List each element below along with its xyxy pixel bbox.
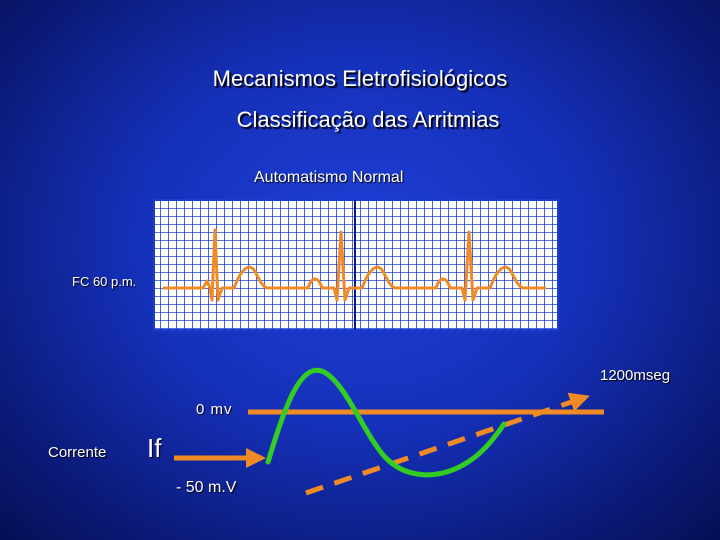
current-label: Corrente [48, 444, 107, 461]
heart-rate-label: FC 60 p.m. [72, 274, 137, 289]
time-label: 1200mseg [600, 367, 671, 384]
action-potential-curve [265, 367, 507, 478]
zero-mv-label: 0 mv [196, 401, 233, 418]
slide-title-line2: Classificação das Arritmias [236, 107, 500, 132]
diastolic-slope-arrow [305, 392, 590, 496]
slide-title-line1: Mecanismos Eletrofisiológicos [212, 66, 508, 91]
threshold-label: - 50 m.V [176, 479, 237, 496]
if-current-label: If [147, 433, 162, 463]
ecg-title: Automatismo Normal [254, 169, 404, 186]
ecg-trace [163, 228, 546, 302]
